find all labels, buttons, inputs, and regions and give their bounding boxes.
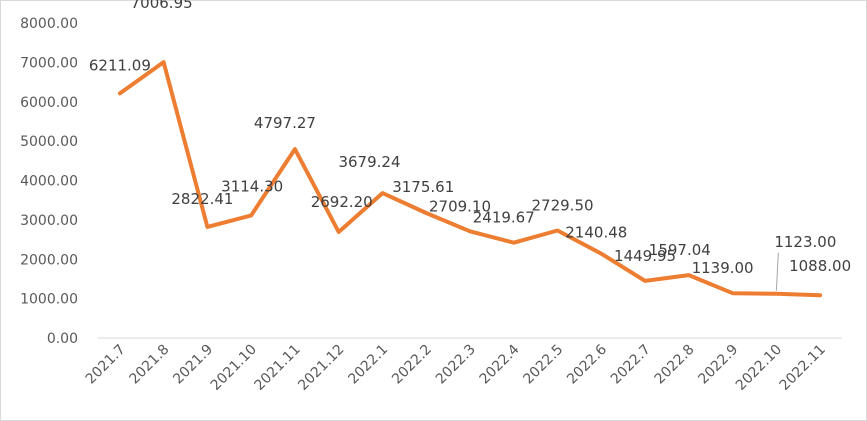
x-tick-label: 2022.10 <box>733 342 785 394</box>
data-label: 2822.41 <box>171 190 233 208</box>
x-tick-label: 2022.7 <box>608 342 654 388</box>
x-tick-label: 2021.12 <box>295 342 347 394</box>
y-tick-label: 2000.00 <box>20 252 78 268</box>
x-tick-label: 2021.8 <box>127 342 173 388</box>
data-label: 1123.00 <box>774 233 836 251</box>
x-tick-label: 2022.11 <box>777 342 829 394</box>
x-tick-label: 2022.3 <box>433 342 479 388</box>
data-label: 2419.67 <box>473 209 535 227</box>
data-label: 3175.61 <box>392 178 454 196</box>
y-tick-label: 4000.00 <box>20 174 78 190</box>
data-label: 3679.24 <box>338 153 400 171</box>
x-tick-label: 2021.10 <box>208 342 260 394</box>
data-label: 6211.09 <box>89 56 151 74</box>
data-label: 2709.10 <box>429 197 491 215</box>
x-tick-label: 2022.8 <box>652 342 698 388</box>
y-tick-label: 8000.00 <box>20 16 78 32</box>
x-tick-label: 2022.6 <box>564 341 610 387</box>
data-label: 7006.95 <box>131 0 193 12</box>
data-label: 2692.20 <box>311 193 373 211</box>
y-tick-label: 1000.00 <box>20 292 78 308</box>
x-tick-label: 2021.11 <box>252 342 304 394</box>
series-line-group <box>117 60 823 298</box>
y-tick-label: 6000.00 <box>20 95 78 111</box>
series-line <box>117 60 823 298</box>
data-label-leader-line <box>775 252 779 291</box>
x-tick-label: 2022.5 <box>520 342 566 388</box>
y-tick-label: 0.00 <box>47 331 78 347</box>
y-tick-label: 5000.00 <box>20 134 78 150</box>
data-label: 2729.50 <box>532 197 594 215</box>
x-tick-label: 2022.4 <box>477 341 523 387</box>
data-label: 1139.00 <box>692 259 754 277</box>
data-label: 4797.27 <box>254 114 316 132</box>
x-axis: 2021.72021.82021.92021.102021.112021.122… <box>83 337 842 394</box>
data-label: 1449.95 <box>614 247 676 265</box>
data-label: 3114.30 <box>221 177 283 195</box>
data-label: 2140.48 <box>565 224 627 242</box>
data-label: 1088.00 <box>789 257 851 275</box>
x-tick-label: 2021.7 <box>83 342 129 388</box>
x-tick-label: 2022.2 <box>389 342 435 388</box>
data-label: 1597.04 <box>649 241 711 259</box>
y-axis: 0.00 1000.00 2000.00 3000.00 4000.00 5000.00 6… <box>20 16 78 347</box>
y-tick-label: 3000.00 <box>20 213 78 229</box>
x-tick-label: 2022.1 <box>345 342 391 388</box>
y-tick-label: 7000.00 <box>20 55 78 71</box>
